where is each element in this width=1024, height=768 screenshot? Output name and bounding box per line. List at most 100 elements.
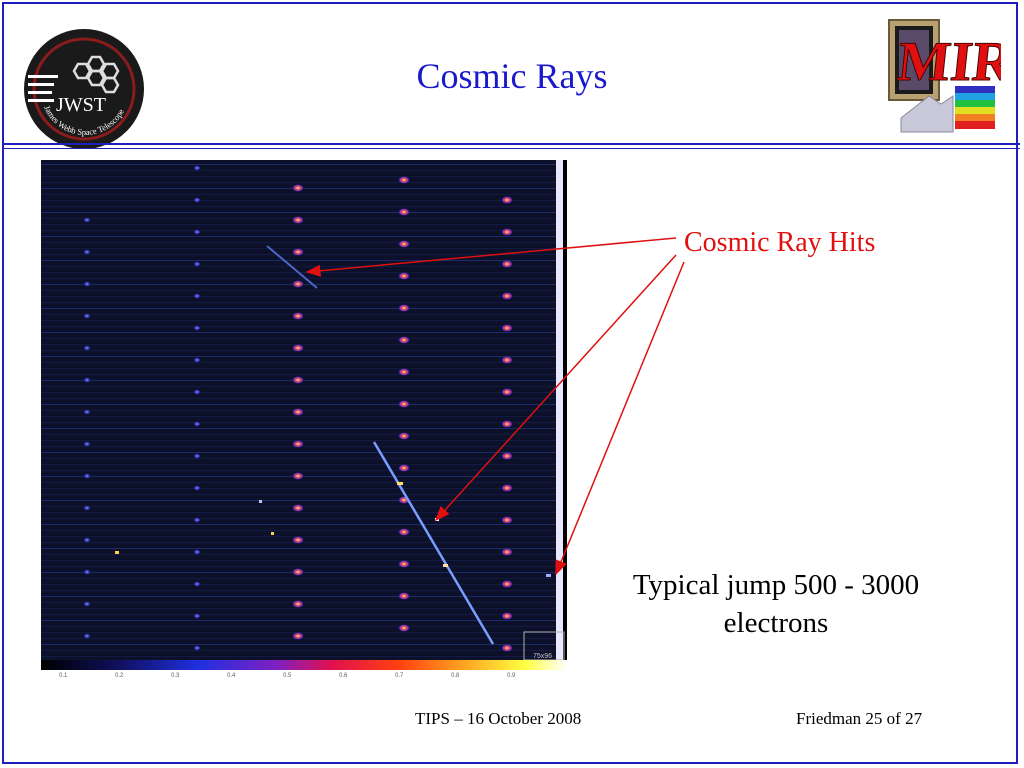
scan-line [41,620,556,621]
scan-line [41,362,556,363]
point-source [501,260,513,268]
scan-line [41,530,556,531]
colorbar-tick-label: 0.2 [115,673,124,678]
point-source [501,196,513,204]
scan-line [41,458,556,459]
scan-line [41,230,556,231]
point-source [83,217,91,223]
scan-line [41,374,556,375]
scan-line [41,398,556,399]
scan-line [41,452,556,453]
point-source [83,249,91,255]
scan-line [41,296,556,297]
point-source [292,344,304,352]
scan-line [41,590,556,591]
scan-line [41,512,556,513]
jwst-logo-letters: JWST [56,94,106,116]
point-source [83,601,91,607]
point-source [83,473,91,479]
zoom-box-label: 75x96 [533,653,552,660]
colorbar-tick-label: 0.7 [395,673,404,678]
point-source [193,325,201,331]
point-source [292,408,304,416]
point-source [193,261,201,267]
slide-title: Cosmic Rays [416,56,608,96]
scan-line [41,386,556,387]
point-source [193,645,201,651]
point-source [193,229,201,235]
point-source [193,293,201,299]
scan-line [41,338,556,339]
point-source [398,528,410,536]
scan-line [41,470,556,471]
point-source [292,248,304,256]
scan-line [41,626,556,627]
cosmic-ray-hits-label: Cosmic Ray Hits [684,227,876,258]
point-source [501,644,513,652]
scan-line [41,224,556,225]
point-source [83,281,91,287]
point-source [292,632,304,640]
scan-line [41,644,556,645]
point-source [501,612,513,620]
point-source [501,580,513,588]
point-source [501,292,513,300]
colorbar-tick-label: 0.3 [171,673,180,678]
scan-line [41,482,556,483]
point-source [501,548,513,556]
point-source [292,600,304,608]
point-source [83,569,91,575]
scan-line [41,356,556,357]
scan-line [41,278,556,279]
scan-line [41,392,556,393]
scan-line [41,548,556,549]
scan-line [41,422,556,423]
scan-line [41,308,556,309]
point-source [292,376,304,384]
point-source [292,568,304,576]
point-source [501,516,513,524]
jump-note-line1: Typical jump 500 - 3000 [632,569,920,601]
scan-line [41,416,556,417]
point-source [292,184,304,192]
point-source [398,368,410,376]
point-source [501,484,513,492]
point-source [83,313,91,319]
point-source [193,613,201,619]
scan-line [41,494,556,495]
point-source [193,389,201,395]
scan-line [41,500,556,501]
point-source [398,560,410,568]
colorbar-tick-label: 0.8 [451,673,460,678]
scan-line [41,404,556,405]
point-source [193,357,201,363]
title-rule [4,143,1020,145]
scan-line [41,650,556,651]
image-edge-column [556,160,563,660]
scan-line [41,518,556,519]
cosmic-ray-track-long [372,441,495,645]
point-source [83,409,91,415]
scan-line [41,176,556,177]
point-source [398,400,410,408]
detector-image: 75x96 0.1 0.2 0.3 0.4 0.5 0.6 0.7 0.8 0.9 [41,160,567,678]
colorbar-tick-label: 0.4 [227,673,236,678]
scan-line [41,434,556,435]
scan-line [41,170,556,171]
scan-line [41,554,556,555]
scan-line [41,614,556,615]
scan-line [41,578,556,579]
scan-line [41,428,556,429]
point-source [193,453,201,459]
miri-logo-letters: MIRI [895,31,1001,93]
scan-line [41,488,556,489]
scan-line [41,320,556,321]
point-source [292,440,304,448]
point-source [292,504,304,512]
footer-event: TIPS – 16 October 2008 [415,709,582,728]
scan-line [41,206,556,207]
scan-line [41,194,556,195]
scan-line [41,164,556,165]
point-source [193,165,201,171]
point-source [398,592,410,600]
